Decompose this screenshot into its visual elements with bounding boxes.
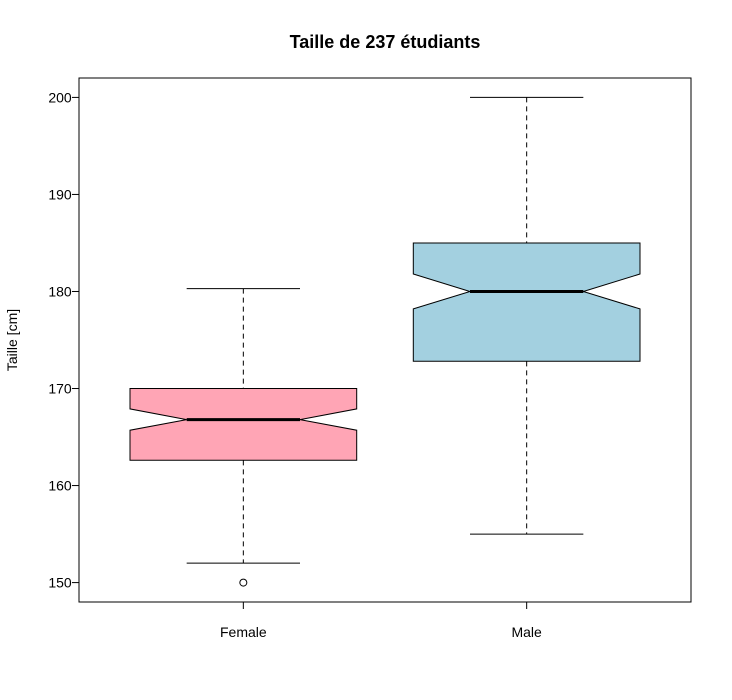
y-tick-label: 150 [48,575,72,591]
y-axis-label: Taille [cm] [4,309,20,371]
notched-box [129,388,358,461]
y-tick-label: 160 [48,478,72,494]
x-tick-label: Female [220,624,267,640]
y-tick-label: 200 [48,89,72,105]
chart-title: Taille de 237 étudiants [290,32,481,52]
y-tick-label: 190 [48,186,72,202]
box-group-male [412,96,641,535]
outlier-point [239,578,248,587]
y-tick-label: 180 [48,283,72,299]
y-axis: 150 160 170 180 190 200 [48,89,80,591]
x-tick-label: Male [511,624,542,640]
box-group-female [129,288,358,587]
notched-box [412,242,641,362]
y-tick-label: 170 [48,381,72,397]
boxes [129,96,641,587]
x-axis: Female Male [220,601,542,640]
